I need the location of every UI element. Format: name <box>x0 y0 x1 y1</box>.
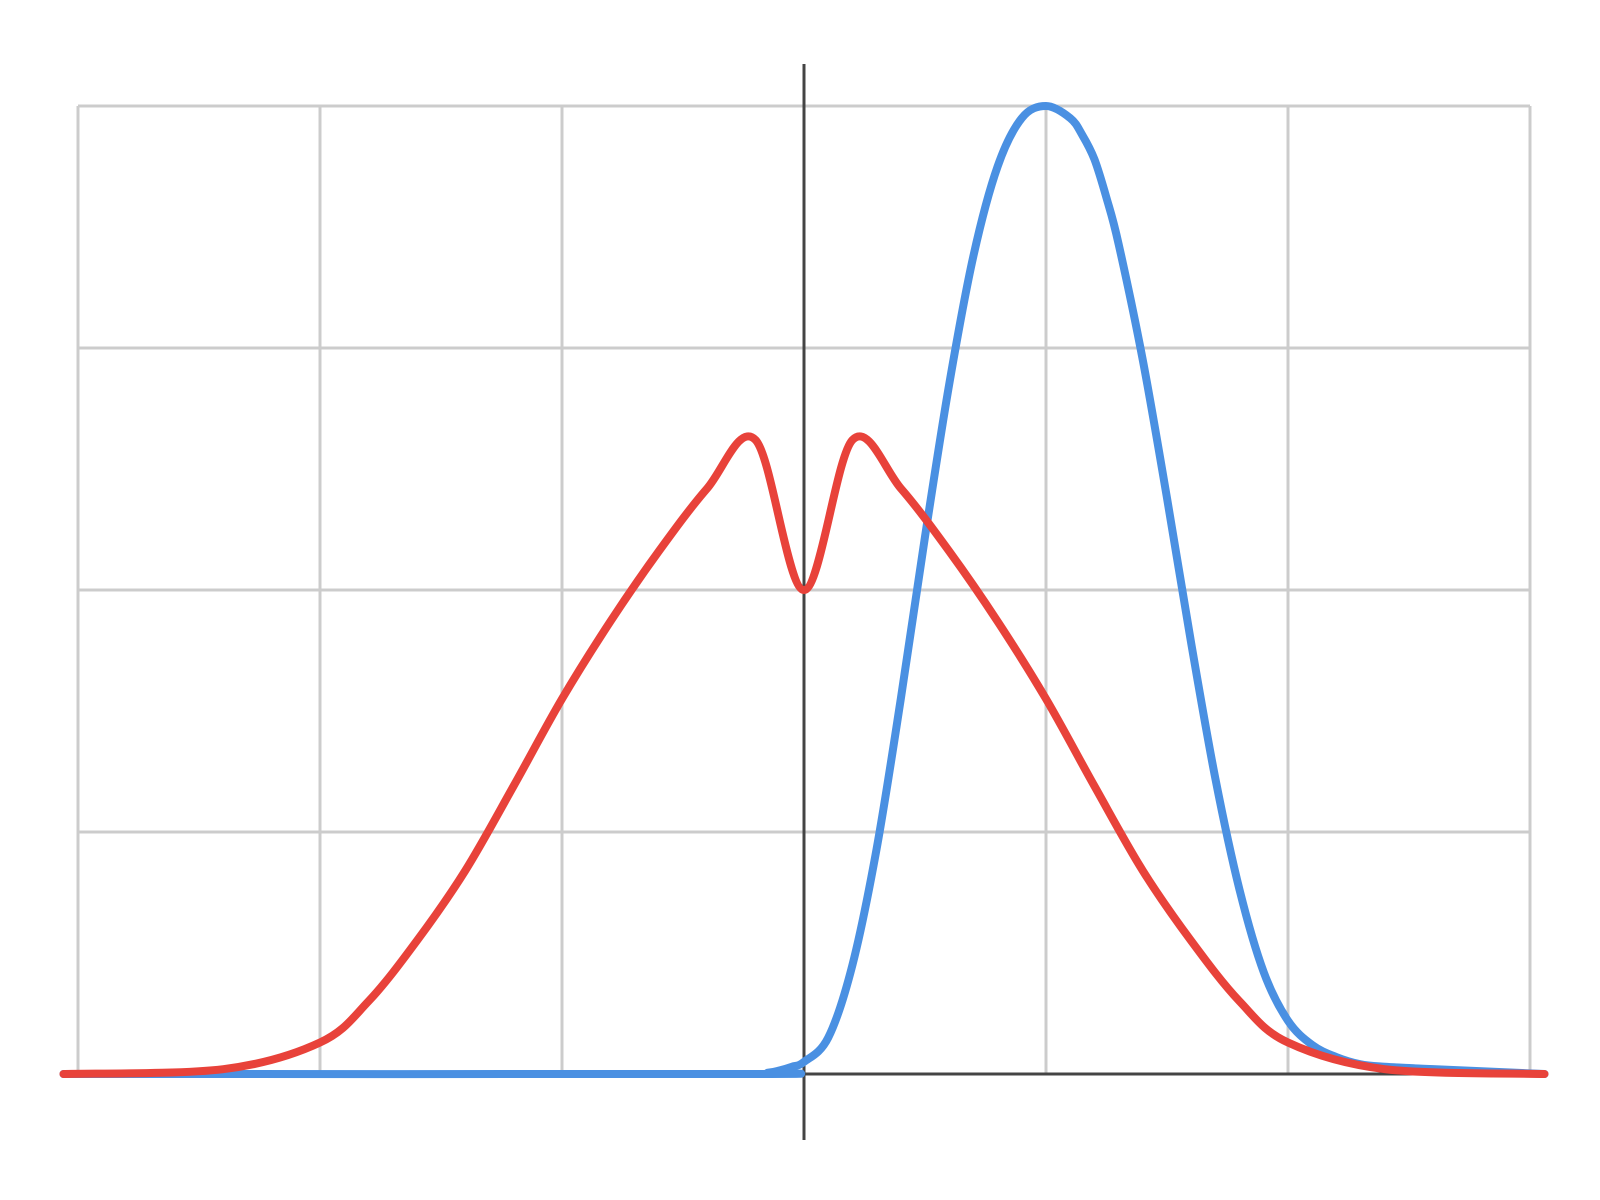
series-line-2 <box>59 432 1549 1078</box>
axes <box>62 64 1543 1140</box>
series-line-1 <box>59 102 1549 1079</box>
series-layer <box>59 102 1549 1079</box>
